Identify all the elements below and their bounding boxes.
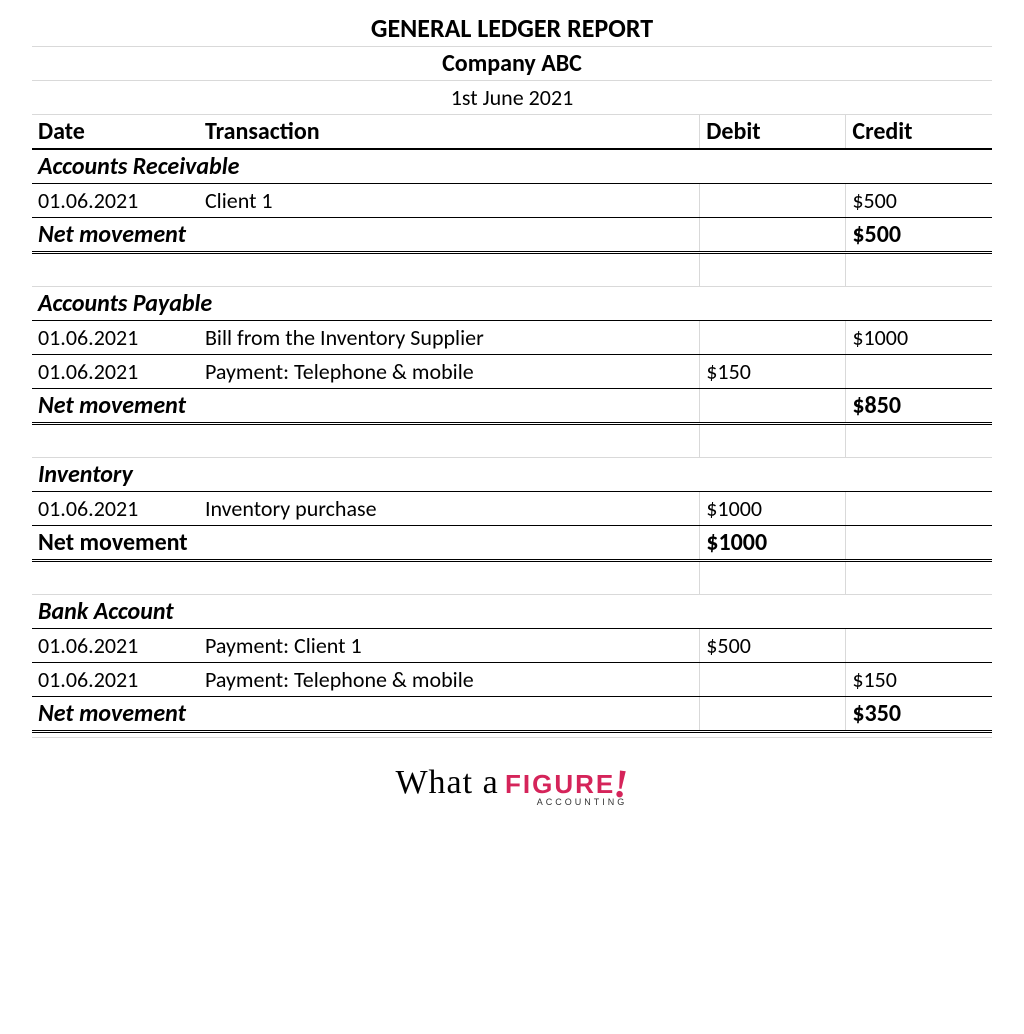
section-header: Accounts Payable [32, 287, 992, 321]
table-row: 01.06.2021Payment: Telephone & mobile$15… [32, 355, 992, 389]
footer-logo: What a FIGURE! ACCOUNTING [0, 756, 1024, 807]
trailing-row [32, 732, 992, 738]
section-name: Accounts Receivable [32, 149, 992, 184]
net-debit [700, 697, 846, 732]
net-credit: $500 [846, 218, 992, 253]
report-title-row: GENERAL LEDGER REPORT [32, 10, 992, 47]
cell-debit [700, 663, 846, 697]
cell-credit [846, 629, 992, 663]
cell-transaction: Inventory purchase [199, 492, 700, 526]
ledger-table: GENERAL LEDGER REPORT Company ABC 1st Ju… [32, 10, 992, 738]
table-row: 01.06.2021Payment: Telephone & mobile $15… [32, 663, 992, 697]
cell-debit: $150 [700, 355, 846, 389]
cell-transaction: Bill from the Inventory Supplier [199, 321, 700, 355]
column-header-row: Date Transaction Debit Credit [32, 115, 992, 150]
net-movement-label: Net movement [32, 218, 700, 253]
footer-bang: ! [611, 759, 631, 807]
table-row: 01.06.2021Payment: Client 1$500 [32, 629, 992, 663]
report-date: 1st June 2021 [32, 81, 992, 115]
net-debit: $1000 [700, 526, 846, 561]
cell-transaction: Payment: Telephone & mobile [199, 355, 700, 389]
net-debit [700, 389, 846, 424]
cell-credit [846, 492, 992, 526]
report-title: GENERAL LEDGER REPORT [32, 10, 992, 47]
ledger-report: GENERAL LEDGER REPORT Company ABC 1st Ju… [32, 10, 992, 738]
company-row: Company ABC [32, 47, 992, 81]
net-movement-row: Net movement $350 [32, 697, 992, 732]
cell-date: 01.06.2021 [32, 629, 199, 663]
table-row: 01.06.2021Client 1 $500 [32, 184, 992, 218]
section-header: Inventory [32, 458, 992, 492]
net-credit: $850 [846, 389, 992, 424]
net-credit: $350 [846, 697, 992, 732]
col-debit: Debit [700, 115, 846, 150]
net-movement-row: Net movement $500 [32, 218, 992, 253]
net-credit [846, 526, 992, 561]
section-name: Inventory [32, 458, 992, 492]
cell-transaction: Payment: Client 1 [199, 629, 700, 663]
spacer-row [32, 561, 992, 595]
net-movement-label: Net movement [32, 526, 700, 561]
net-debit [700, 218, 846, 253]
spacer-row [32, 424, 992, 458]
cell-date: 01.06.2021 [32, 184, 199, 218]
cell-debit [700, 321, 846, 355]
section-header: Accounts Receivable [32, 149, 992, 184]
cell-credit: $500 [846, 184, 992, 218]
col-credit: Credit [846, 115, 992, 150]
net-movement-row: Net movement $850 [32, 389, 992, 424]
footer-sub: ACCOUNTING [140, 797, 1024, 807]
section-name: Accounts Payable [32, 287, 992, 321]
company-name: Company ABC [32, 47, 992, 81]
net-movement-row: Net movement$1000 [32, 526, 992, 561]
cell-debit: $1000 [700, 492, 846, 526]
cell-date: 01.06.2021 [32, 663, 199, 697]
col-date: Date [32, 115, 199, 150]
footer-figure: FIGURE [505, 769, 615, 799]
report-date-row: 1st June 2021 [32, 81, 992, 115]
section-name: Bank Account [32, 595, 992, 629]
table-row: 01.06.2021Inventory purchase$1000 [32, 492, 992, 526]
cell-date: 01.06.2021 [32, 321, 199, 355]
col-transaction: Transaction [199, 115, 700, 150]
cell-credit: $150 [846, 663, 992, 697]
cell-transaction: Payment: Telephone & mobile [199, 663, 700, 697]
spacer-row [32, 253, 992, 287]
net-movement-label: Net movement [32, 389, 700, 424]
table-row: 01.06.2021Bill from the Inventory Suppli… [32, 321, 992, 355]
cell-transaction: Client 1 [199, 184, 700, 218]
cell-date: 01.06.2021 [32, 355, 199, 389]
cell-debit: $500 [700, 629, 846, 663]
section-header: Bank Account [32, 595, 992, 629]
cell-credit: $1000 [846, 321, 992, 355]
cell-debit [700, 184, 846, 218]
cell-date: 01.06.2021 [32, 492, 199, 526]
footer-script: What a [395, 764, 498, 801]
net-movement-label: Net movement [32, 697, 700, 732]
cell-credit [846, 355, 992, 389]
